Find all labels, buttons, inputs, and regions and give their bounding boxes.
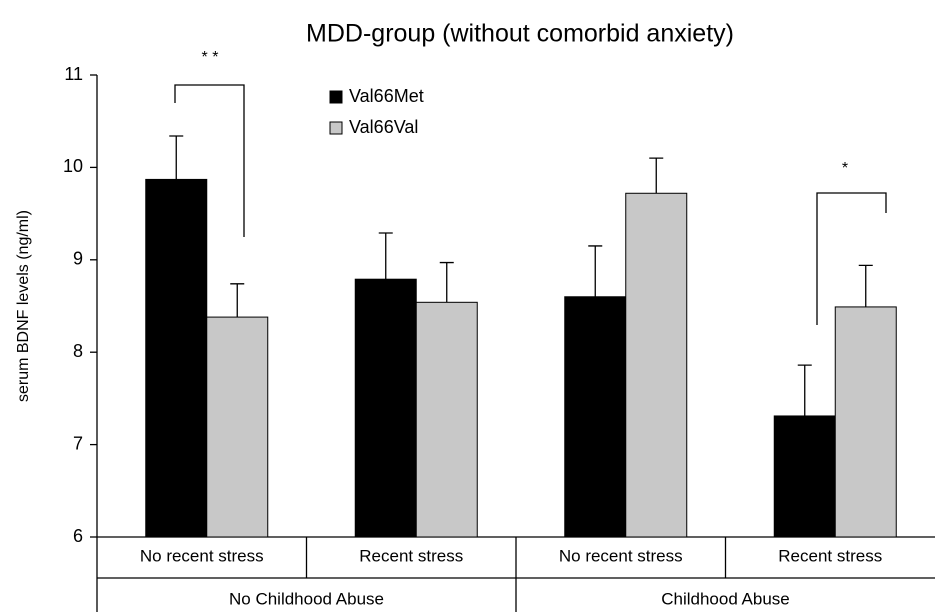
group-label: No Childhood Abuse	[229, 589, 384, 608]
y-tick-label: 7	[73, 433, 83, 453]
x-tick-label: No recent stress	[140, 546, 264, 565]
x-tick-label: No recent stress	[559, 546, 683, 565]
bracket	[816, 192, 887, 325]
error-bar	[169, 135, 184, 180]
x-tick-label: Recent stress	[778, 546, 882, 565]
significance-label: *	[842, 160, 848, 177]
y-tick-label: 11	[64, 64, 83, 84]
legend-label: Val66Met	[349, 86, 424, 106]
y-axis-label: serum BDNF levels (ng/ml)	[15, 210, 32, 402]
y-tick-label: 9	[73, 249, 83, 269]
y-tick-label: 6	[73, 526, 83, 546]
x-tick-label: Recent stress	[359, 546, 463, 565]
error-bar	[649, 157, 664, 194]
error-bar	[858, 264, 873, 307]
bracket	[174, 84, 245, 237]
bar	[206, 316, 269, 538]
bar	[773, 415, 836, 538]
error-bar	[797, 364, 812, 416]
bar	[415, 301, 478, 538]
error-bar	[230, 283, 245, 318]
legend-label: Val66Val	[349, 117, 418, 137]
error-bar	[588, 245, 603, 297]
significance-label: * *	[202, 49, 219, 66]
bar	[145, 178, 208, 538]
error-bar	[378, 232, 393, 280]
bar	[625, 192, 688, 538]
chart-title: MDD-group (without comorbid anxiety)	[306, 20, 734, 48]
error-bar	[439, 261, 454, 303]
bar	[564, 296, 627, 538]
group-label: Childhood Abuse	[661, 589, 790, 608]
y-tick-label: 10	[63, 156, 83, 176]
bar	[834, 306, 897, 538]
bar	[354, 278, 417, 538]
legend-swatch	[329, 121, 343, 135]
y-tick-label: 8	[73, 341, 83, 361]
legend-swatch	[329, 90, 343, 104]
significance-brackets	[174, 84, 887, 325]
